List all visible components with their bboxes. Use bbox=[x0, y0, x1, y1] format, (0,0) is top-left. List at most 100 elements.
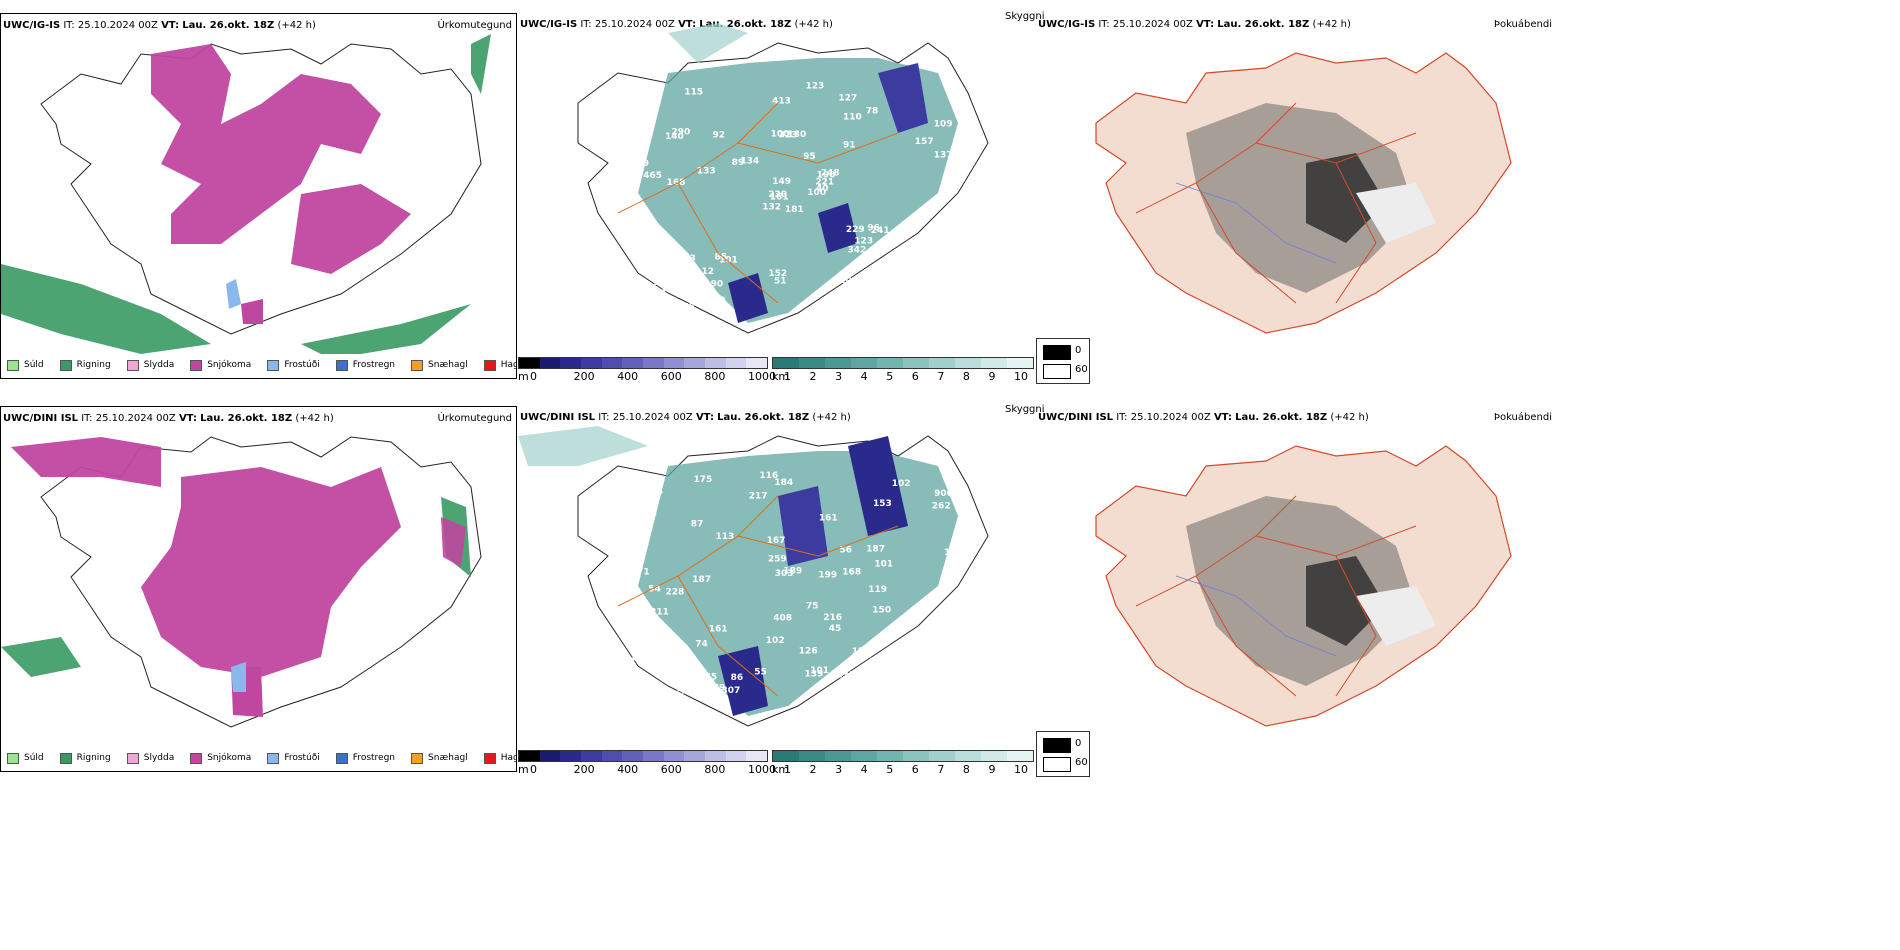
colorbar-swatch bbox=[601, 751, 623, 761]
ceiling-label: 116 bbox=[759, 471, 778, 481]
legend-label: Rigning bbox=[76, 753, 111, 763]
legend-swatch bbox=[483, 359, 496, 371]
legend-item: Frostregn bbox=[335, 752, 395, 764]
colorbar-swatch bbox=[539, 751, 561, 761]
colorbar-swatch bbox=[663, 358, 685, 368]
panel-header: UWC/DINI ISL IT: 25.10.2024 00Z VT: Lau.… bbox=[3, 413, 334, 424]
ceiling-label: 75 bbox=[806, 602, 819, 612]
colorbar-tick-label: 400 bbox=[617, 370, 639, 383]
ceiling-label: 78 bbox=[866, 106, 879, 116]
ceiling-label: 126 bbox=[799, 647, 818, 657]
legend-item: Snæhagl bbox=[411, 359, 468, 371]
precip-type-panel-row1: UWC/IG-IS IT: 25.10.2024 00Z VT: Lau. 26… bbox=[0, 13, 517, 379]
ceiling-label: 137 bbox=[934, 151, 953, 161]
colorbar-tick-label: 1000 bbox=[748, 763, 776, 776]
fog-legend-light-swatch bbox=[1043, 364, 1071, 379]
ceiling-label: 188 bbox=[879, 699, 898, 709]
colorbar-swatch bbox=[955, 751, 981, 761]
visibility-colorbar-swatches bbox=[772, 750, 1034, 762]
colorbar-tick-label: 7 bbox=[937, 763, 945, 776]
legend-item: Súld bbox=[7, 752, 44, 764]
ceiling-label: 157 bbox=[915, 137, 934, 147]
fog-legend-high: 60 bbox=[1075, 364, 1088, 375]
colorbar-tick-label: 3 bbox=[835, 763, 843, 776]
colorbar-tick-label: 1 bbox=[784, 370, 791, 383]
ceiling-label: 187 bbox=[692, 575, 711, 585]
ceiling-label: 40 bbox=[816, 184, 829, 194]
ceiling-label: 153 bbox=[873, 499, 892, 509]
legend-swatch bbox=[59, 359, 72, 371]
ceiling-label: 187 bbox=[866, 545, 885, 555]
colorbar-tick-label: 800 bbox=[704, 370, 726, 383]
colorbar-tick-label: 4 bbox=[860, 763, 868, 776]
colorbar-swatch bbox=[1007, 751, 1033, 761]
colorbar-tick-label: 600 bbox=[660, 763, 682, 776]
fog-legend-row1: 0 60 bbox=[1036, 338, 1090, 384]
legend-label: Frostregn bbox=[352, 360, 396, 370]
colorbar-tick-label: 0 bbox=[530, 763, 537, 776]
ceiling-label: 86 bbox=[731, 673, 744, 683]
ceiling-label: 408 bbox=[773, 613, 792, 623]
ceiling-label: 517 bbox=[945, 682, 964, 692]
ceiling-label: 149 bbox=[772, 177, 791, 187]
legend-swatch bbox=[267, 359, 280, 371]
colorbar-swatch bbox=[799, 751, 825, 761]
colorbar-swatch bbox=[851, 751, 877, 761]
colorbar-swatch bbox=[725, 751, 747, 761]
colorbar-swatch bbox=[642, 358, 664, 368]
ceiling-label: 140 bbox=[665, 132, 684, 142]
legend-label: Snjókoma bbox=[207, 360, 252, 370]
ceiling-label: 134 bbox=[741, 157, 760, 167]
legend-item: Haglél bbox=[483, 752, 516, 764]
ceiling-label: 51 bbox=[774, 277, 787, 287]
ceiling-label: 139 bbox=[805, 670, 824, 680]
ceiling-label: 190 bbox=[704, 279, 723, 289]
ceiling-label: 59 bbox=[638, 515, 651, 525]
ceiling-label: 168 bbox=[667, 178, 686, 188]
ceiling-label: 116 bbox=[929, 299, 948, 309]
ceiling-label: 173 bbox=[852, 647, 871, 657]
colorbar-swatch bbox=[642, 751, 664, 761]
legend-item: Frostúði bbox=[267, 359, 320, 371]
legend-label: Slydda bbox=[143, 753, 175, 763]
panel-header: UWC/DINI ISL IT: 25.10.2024 00Z VT: Lau.… bbox=[1038, 412, 1369, 423]
panel-header: UWC/IG-IS IT: 25.10.2024 00Z VT: Lau. 26… bbox=[520, 19, 833, 30]
legend-swatch bbox=[59, 752, 72, 764]
ceiling-label: 95 bbox=[803, 152, 816, 162]
ceiling-label: 197 bbox=[907, 695, 926, 705]
ceiling-label: 127 bbox=[838, 94, 857, 104]
ceiling-label: 54 bbox=[648, 584, 661, 594]
ceiling-label: 132 bbox=[762, 203, 781, 213]
fog-legend-row2: 0 60 bbox=[1036, 731, 1090, 777]
ceiling-label: 307 bbox=[722, 686, 741, 696]
legend-swatch bbox=[335, 752, 348, 764]
legend-item: Rigning bbox=[59, 359, 111, 371]
visibility-unit: km bbox=[772, 370, 790, 383]
legend-item: Slydda bbox=[126, 359, 175, 371]
panel-title: Þokuábendi bbox=[1493, 19, 1552, 30]
colorbar-swatch bbox=[773, 358, 799, 368]
ceiling-label: 100 bbox=[807, 188, 826, 198]
ceiling-label: 152 bbox=[768, 269, 787, 279]
colorbar-swatch bbox=[903, 751, 929, 761]
legend-swatch bbox=[411, 752, 424, 764]
ceiling-label: 211 bbox=[650, 608, 669, 618]
legend-swatch bbox=[483, 752, 496, 764]
legend-label: Snæhagl bbox=[428, 753, 468, 763]
ceiling-label: 81 bbox=[925, 274, 938, 284]
ceiling-label: 74 bbox=[695, 640, 708, 650]
ceiling-label: 123 bbox=[854, 237, 873, 247]
ceiling-label: 75 bbox=[683, 303, 696, 313]
colorbar-tick-label: 9 bbox=[988, 763, 996, 776]
ceiling-label: 45 bbox=[829, 624, 842, 634]
ceiling-label: 87 bbox=[691, 519, 704, 529]
legend-label: Slydda bbox=[143, 360, 175, 370]
panel-title: Úrkomutegund bbox=[437, 413, 512, 424]
ceiling-label: 130 bbox=[788, 130, 807, 140]
colorbar-swatch bbox=[903, 358, 929, 368]
ceiling-label: 96 bbox=[867, 223, 880, 233]
colorbar-swatch bbox=[580, 751, 602, 761]
ceiling-label: 110 bbox=[653, 278, 672, 288]
ceiling-label: 241 bbox=[871, 226, 890, 236]
ceiling-label: 161 bbox=[770, 193, 789, 203]
